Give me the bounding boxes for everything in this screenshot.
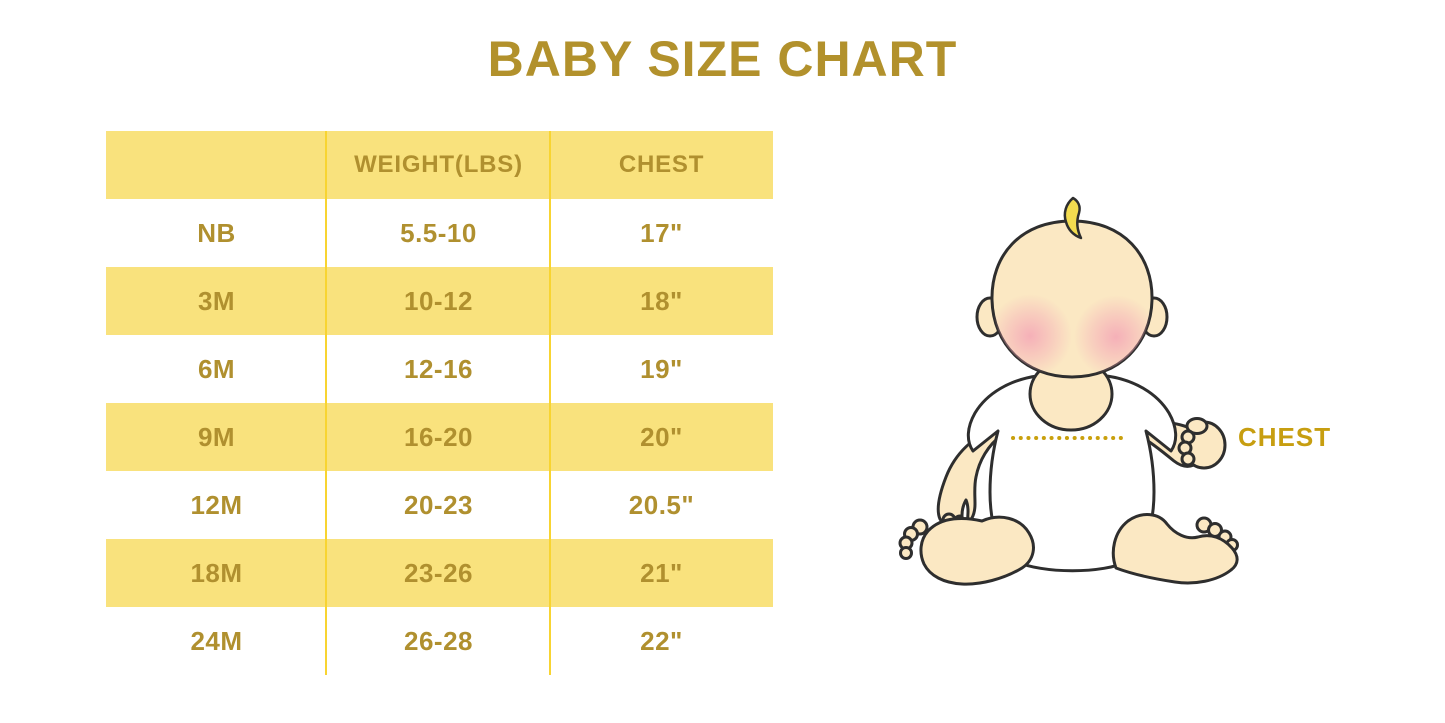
header-cell-chest: CHEST (550, 131, 773, 199)
chest-cell: 20" (550, 403, 773, 471)
weight-cell: 10-12 (327, 267, 550, 335)
page-title: BABY SIZE CHART (487, 31, 958, 87)
column-divider-line (325, 131, 327, 675)
column-divider-line (549, 131, 551, 675)
weight-cell: 26-28 (404, 625, 473, 656)
size-cell: 9M (106, 403, 327, 471)
baby-hair-curl (1063, 196, 1083, 240)
header-cell-weight: WEIGHT(LBS) (327, 131, 550, 199)
chest-cell: 18" (550, 267, 773, 335)
chest-measurement-label: CHEST (1238, 422, 1332, 452)
size-cell: 18M (106, 539, 327, 607)
weight-cell: 16-20 (327, 403, 550, 471)
baby-size-table: WEIGHT(LBS) CHEST NB 5.5-10 17" 3M 10-12… (106, 131, 773, 675)
chest-cell: 19" (640, 353, 683, 384)
size-cell: 6M (197, 353, 236, 384)
size-cell: 3M (106, 267, 327, 335)
size-cell: NB (197, 217, 236, 248)
baby-right-leg (1111, 513, 1239, 585)
header-cell-size (106, 131, 327, 199)
chest-cell: 22" (640, 625, 683, 656)
weight-cell: 12-16 (404, 353, 473, 384)
weight-cell: 5.5-10 (400, 217, 477, 248)
chest-cell: 20.5" (628, 489, 695, 520)
chest-cell: 17" (640, 217, 683, 248)
chest-cell: 21" (550, 539, 773, 607)
size-cell: 24M (190, 625, 243, 656)
size-cell: 12M (190, 489, 243, 520)
weight-cell: 23-26 (327, 539, 550, 607)
baby-illustration (898, 196, 1239, 586)
baby-left-leg (898, 515, 1035, 586)
weight-cell: 20-23 (404, 489, 473, 520)
